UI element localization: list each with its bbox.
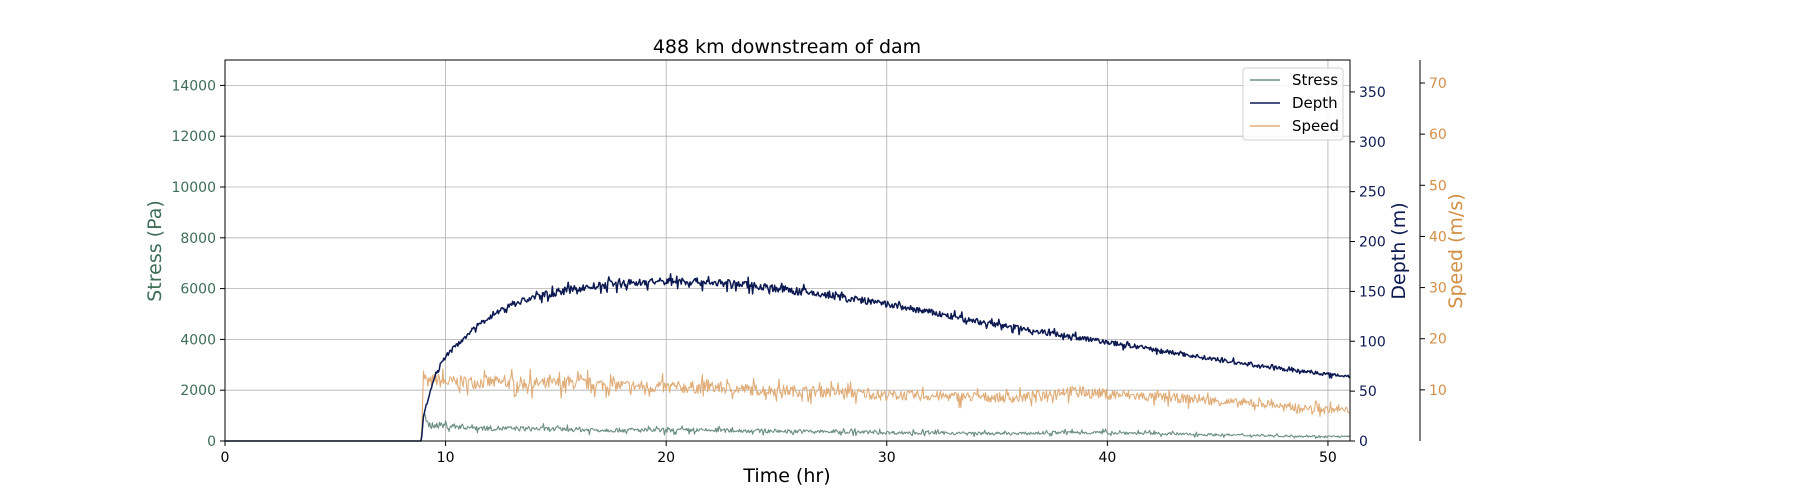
speed-tick-label: 10 [1429,383,1447,399]
stress-tick-label: 0 [207,434,216,450]
speed-tick-label: 60 [1429,127,1447,143]
depth-tick-label: 250 [1359,185,1386,201]
stress-tick-label: 2000 [180,383,216,399]
speed-tick-label: 50 [1429,178,1447,194]
depth-tick-label: 150 [1359,284,1386,300]
depth-tick-label: 200 [1359,235,1386,251]
depth-tick-label: 100 [1359,334,1386,350]
x-tick-label: 20 [657,450,675,466]
x-tick-label: 40 [1098,450,1116,466]
legend-depth-label: Depth [1292,94,1338,112]
x-axis: 0 10 20 30 40 50 [221,441,1337,466]
speed-tick-label: 40 [1429,229,1447,245]
speed-tick-label: 20 [1429,332,1447,348]
depth-tick-label: 0 [1359,434,1368,450]
plot-frame [224,59,1351,442]
x-tick-label: 0 [221,450,230,466]
speed-axis: 10 20 30 40 50 60 70 [1419,60,1447,441]
depth-tick-label: 350 [1359,85,1386,101]
stress-tick-label: 8000 [180,231,216,247]
depth-axis-label: Depth (m) [1388,202,1410,299]
legend: Stress Depth Speed [1242,67,1344,141]
speed-tick-label: 30 [1429,281,1447,297]
x-tick-label: 10 [437,450,455,466]
depth-axis: 0 50 100 150 200 250 300 350 [1350,85,1386,450]
stress-tick-label: 4000 [180,332,216,348]
depth-tick-label: 50 [1359,384,1377,400]
chart-title: 488 km downstream of dam [653,36,921,58]
x-tick-label: 50 [1319,450,1337,466]
x-tick-label: 30 [878,450,896,466]
stress-tick-label: 14000 [171,78,216,94]
legend-speed-label: Speed [1292,117,1339,135]
stress-tick-label: 12000 [171,129,216,145]
speed-axis-label: Speed (m/s) [1445,193,1467,308]
speed-tick-label: 70 [1429,76,1447,92]
stress-axis: 0 2000 4000 6000 8000 10000 12000 14000 [171,78,225,450]
depth-tick-label: 300 [1359,135,1386,151]
legend-box [1242,67,1344,141]
stress-tick-label: 10000 [171,180,216,196]
x-axis-label: Time (hr) [742,465,830,487]
stress-tick-label: 6000 [180,282,216,298]
legend-stress-label: Stress [1292,71,1338,89]
stress-axis-label: Stress (Pa) [144,200,166,302]
